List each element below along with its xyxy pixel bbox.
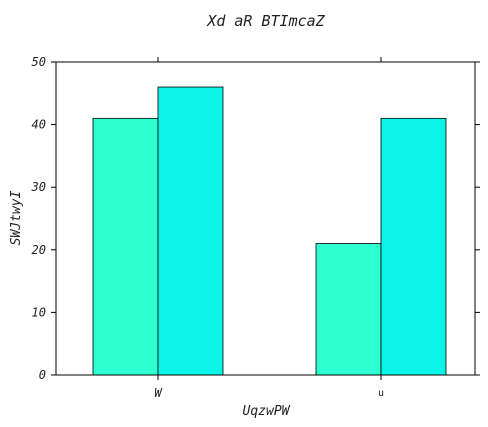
bar-series1-u	[315, 243, 382, 376]
y-tick-label: 50	[32, 55, 46, 69]
bar-series1-W	[92, 117, 159, 376]
y-tick-label: 20	[32, 243, 46, 257]
x-tick-label-u: u	[378, 388, 384, 399]
y-tick-label: 40	[32, 118, 46, 132]
x-axis-label: UqzwPW	[243, 404, 291, 419]
bar-series2-u	[380, 117, 447, 376]
x-tick-label-W: W	[154, 386, 163, 400]
y-tick-label: 10	[32, 305, 46, 319]
y-axis-label: SWJtwyI	[9, 190, 24, 245]
plot-frame	[55, 61, 476, 376]
chart-title: Xd aR BTImcaZ	[206, 12, 325, 30]
plot-area: 0 10 20 30 40 50 W u	[31, 55, 480, 400]
bar-series2-W	[157, 86, 224, 376]
y-tick-label: 0	[39, 368, 46, 382]
y-tick-label: 30	[31, 180, 46, 194]
